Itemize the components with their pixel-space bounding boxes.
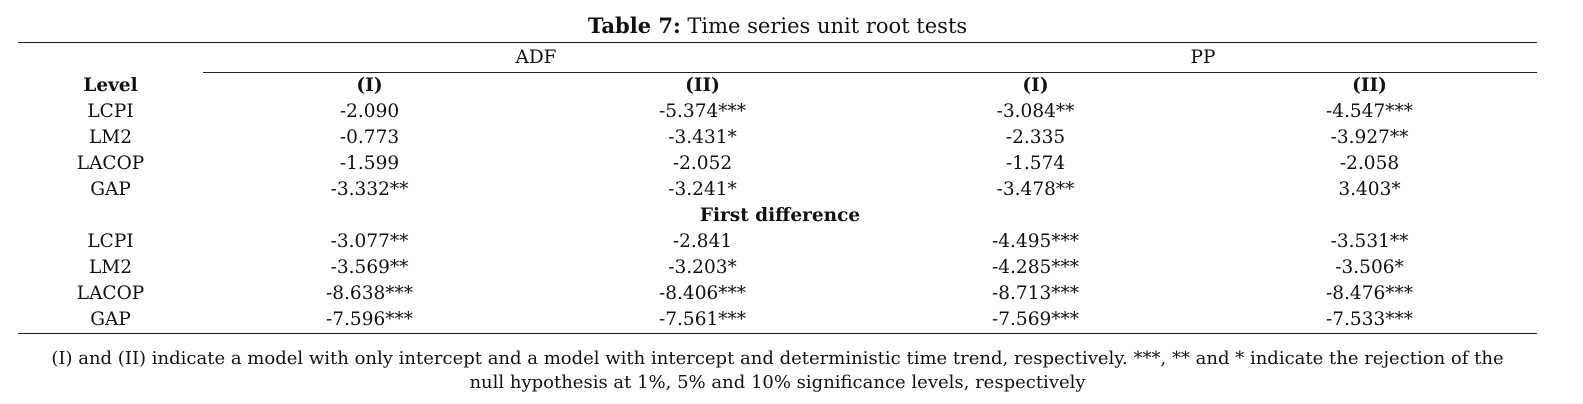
table-cell: -4.547*** xyxy=(1326,101,1413,122)
table-cell: -3.478** xyxy=(996,179,1075,200)
table-title: Table 7: Time series unit root tests xyxy=(0,12,1555,40)
table-cell: -3.569** xyxy=(330,257,409,278)
table-cell: -3.531** xyxy=(1330,231,1409,252)
row-label: GAP xyxy=(18,307,203,334)
row-label: LCPI xyxy=(87,231,134,252)
section-header-row: First difference xyxy=(18,203,1537,229)
table-cell: -1.574 xyxy=(1005,153,1066,174)
table-cell: -7.596*** xyxy=(203,307,536,334)
group-header-row: ADF PP xyxy=(18,42,1537,73)
footnote-line-1: (I) and (II) indicate a model with only … xyxy=(51,348,1504,369)
table-cell: -1.599 xyxy=(339,153,400,174)
table-caption: Time series unit root tests xyxy=(680,14,968,38)
level-label: Level xyxy=(83,74,138,96)
table-cell: -2.841 xyxy=(672,231,733,252)
row-label: LACOP xyxy=(76,153,145,174)
table-row: GAP -7.596*** -7.561*** -7.569*** -7.533… xyxy=(18,307,1537,334)
table-row: LM2 -0.773 -3.431* -2.335 -3.927** xyxy=(18,125,1537,151)
table-cell: -5.374*** xyxy=(659,101,746,122)
first-difference-label: First difference xyxy=(699,205,861,226)
table-cell: -3.241* xyxy=(668,179,737,200)
table-row: LACOP -1.599 -2.052 -1.574 -2.058 xyxy=(18,151,1537,177)
subheader-row: Level (I) (II) (I) (II) xyxy=(18,73,1537,100)
table-number: Table 7: xyxy=(587,13,681,38)
table-cell: -3.203* xyxy=(668,257,737,278)
table-cell: -8.476*** xyxy=(1326,283,1413,304)
table-cell: -3.332** xyxy=(330,179,409,200)
table-cell: -2.052 xyxy=(672,153,733,174)
table-cell: -8.713*** xyxy=(992,283,1079,304)
group-header-adf: ADF xyxy=(203,42,869,73)
row-label: LCPI xyxy=(87,101,134,122)
table-cell: -4.285*** xyxy=(992,257,1079,278)
table-cell: -8.406*** xyxy=(659,283,746,304)
table-row: LACOP -8.638*** -8.406*** -8.713*** -8.4… xyxy=(18,281,1537,307)
table-cell: -0.773 xyxy=(339,127,400,148)
table-cell: -7.561*** xyxy=(536,307,869,334)
table-cell: -3.506* xyxy=(1335,257,1404,278)
table-cell: -2.335 xyxy=(1005,127,1066,148)
table-cell: -2.090 xyxy=(339,101,400,122)
table-row: GAP -3.332** -3.241* -3.478** 3.403* xyxy=(18,177,1537,203)
row-label: LM2 xyxy=(89,257,132,278)
table-row: LM2 -3.569** -3.203* -4.285*** -3.506* xyxy=(18,255,1537,281)
table-cell: -7.569*** xyxy=(869,307,1202,334)
footnote-line-2: null hypothesis at 1%, 5% and 10% signif… xyxy=(469,372,1086,393)
table-cell: -3.077** xyxy=(330,231,409,252)
col-header-pp-ii: (II) xyxy=(1352,75,1387,96)
table-row: LCPI -3.077** -2.841 -4.495*** -3.531** xyxy=(18,229,1537,255)
table-cell: -3.084** xyxy=(996,101,1075,122)
table-footnote: (I) and (II) indicate a model with only … xyxy=(18,347,1537,395)
row-label: LACOP xyxy=(76,283,145,304)
table-cell: -3.431* xyxy=(668,127,737,148)
section-spacer xyxy=(18,203,203,229)
col-header-adf-ii: (II) xyxy=(685,75,720,96)
corner-cell xyxy=(18,42,203,73)
group-header-pp: PP xyxy=(869,42,1537,73)
row-label: GAP xyxy=(90,179,131,200)
col-header-adf-i: (I) xyxy=(356,75,383,96)
table-cell: -4.495*** xyxy=(992,231,1079,252)
table-row: LCPI -2.090 -5.374*** -3.084** -4.547*** xyxy=(18,99,1537,125)
table-cell: -7.533*** xyxy=(1202,307,1537,334)
row-label: LM2 xyxy=(89,127,132,148)
table-cell: -8.638*** xyxy=(326,283,413,304)
table-cell: 3.403* xyxy=(1338,179,1401,200)
col-header-pp-i: (I) xyxy=(1022,75,1049,96)
table-cell: -3.927** xyxy=(1330,127,1409,148)
unit-root-table: ADF PP Level (I) (II) (I) (II) LCPI -2.0… xyxy=(18,42,1537,334)
table-cell: -2.058 xyxy=(1339,153,1400,174)
